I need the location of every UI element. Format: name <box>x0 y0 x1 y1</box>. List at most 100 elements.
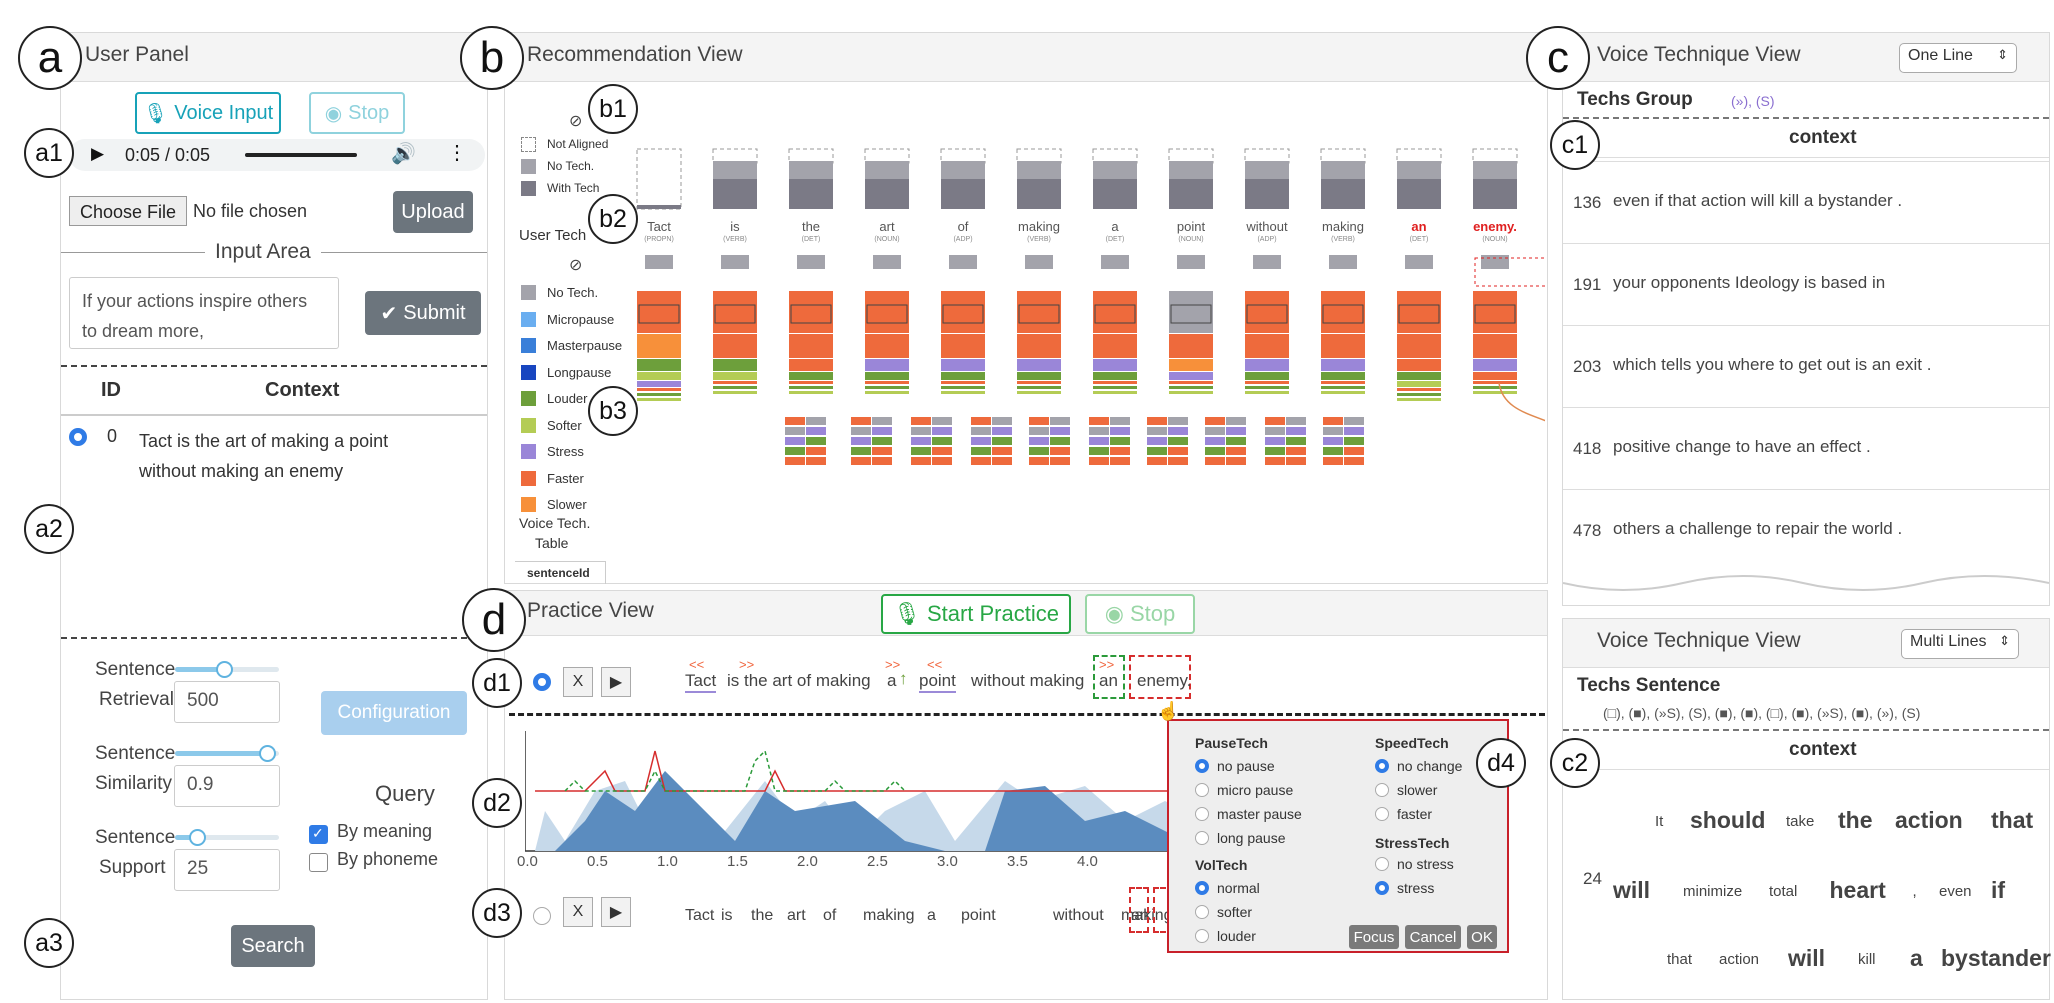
multi-context-word[interactable]: that <box>1991 807 2034 833</box>
legend-swatch[interactable] <box>521 470 536 486</box>
legend-swatch[interactable] <box>521 444 536 459</box>
more-options-icon[interactable]: ⋮ <box>447 142 467 164</box>
word-column[interactable]: an (DET) <box>1396 148 1442 401</box>
multi-context-word[interactable]: It <box>1655 813 1664 830</box>
multi-context-word[interactable]: that <box>1667 951 1693 968</box>
practice-word[interactable]: making <box>863 907 915 924</box>
context-row-text[interactable]: which tells you where to get out is an e… <box>1613 355 1932 374</box>
delete-button-3[interactable]: X <box>563 897 593 927</box>
multi-context-word[interactable]: take <box>1786 813 1815 830</box>
play-icon[interactable]: ▶ <box>91 144 105 163</box>
sentence-input[interactable]: If your actions inspire others to dream … <box>69 277 339 349</box>
practice-word-a[interactable]: a <box>887 671 897 690</box>
row-radio[interactable] <box>69 428 87 446</box>
play-button-1[interactable]: ▶ <box>601 667 631 697</box>
context-row-text[interactable]: even if that action will kill a bystande… <box>1613 191 1903 210</box>
context-row-text[interactable]: positive change to have an effect . <box>1613 437 1871 456</box>
configuration-button[interactable]: Configuration <box>321 691 467 735</box>
multi-context-word[interactable]: if <box>1991 877 2006 903</box>
practice-word-enemy[interactable]: enemy. <box>1137 671 1192 690</box>
legend-swatch[interactable] <box>521 285 536 300</box>
legend-swatch[interactable] <box>521 338 536 353</box>
dialog-radio[interactable] <box>1195 783 1209 797</box>
practice-word-point[interactable]: point <box>919 671 956 693</box>
practice-word[interactable]: art <box>787 907 806 924</box>
dialog-radio[interactable] <box>1375 857 1389 871</box>
retrieval-input[interactable]: 500 <box>174 681 280 723</box>
upload-button[interactable]: Upload <box>393 191 473 233</box>
practice-word[interactable]: without <box>1053 907 1104 924</box>
dialog-radio[interactable] <box>1375 783 1389 797</box>
legend-swatch[interactable] <box>521 391 536 406</box>
by-phoneme-checkbox[interactable] <box>309 853 328 872</box>
play-button-3[interactable]: ▶ <box>601 897 631 927</box>
search-button[interactable]: Search <box>231 925 315 967</box>
support-slider-thumb[interactable] <box>189 829 206 846</box>
dialog-radio[interactable] <box>1195 831 1209 845</box>
mode-select-one[interactable]: One Line ⇕ <box>1899 43 2017 73</box>
context-row-text[interactable]: your opponents Ideology is based in <box>1613 273 1886 292</box>
practice-word[interactable]: of <box>823 907 837 924</box>
stop-record-button[interactable]: ◉ Stop <box>309 92 405 134</box>
dialog-radio[interactable] <box>1195 807 1209 821</box>
practice-words-mid[interactable]: is the art of making <box>727 671 871 690</box>
multi-context-word[interactable]: action <box>1895 807 1963 833</box>
word-column[interactable]: is (VERB) <box>712 148 758 394</box>
sub-column[interactable] <box>971 417 1012 465</box>
practice-row-radio-3[interactable] <box>533 907 551 925</box>
similarity-slider-thumb[interactable] <box>259 745 276 762</box>
sub-column[interactable] <box>1147 417 1188 465</box>
multi-context-word[interactable]: kill <box>1858 951 1876 968</box>
multi-context-word[interactable]: action <box>1719 951 1760 968</box>
sub-column[interactable] <box>1089 417 1130 465</box>
by-meaning-checkbox[interactable]: ✓ <box>309 825 328 844</box>
ok-button[interactable]: OK <box>1467 925 1497 949</box>
word-column[interactable]: making (VERB) <box>1320 148 1366 394</box>
practice-word[interactable]: is <box>721 907 733 924</box>
practice-words-without[interactable]: without making <box>971 671 1085 690</box>
word-column[interactable]: the (DET) <box>788 148 834 394</box>
sub-column[interactable] <box>1029 417 1070 465</box>
retrieval-slider-thumb[interactable] <box>216 661 233 678</box>
eye-off-icon-2[interactable]: ⊘ <box>569 257 583 274</box>
mode-select-multi[interactable]: Multi Lines ⇕ <box>1901 629 2019 659</box>
sub-column[interactable] <box>851 417 892 465</box>
choose-file-button[interactable]: Choose File <box>69 196 187 226</box>
legend-swatch[interactable] <box>521 417 536 433</box>
multi-context-word[interactable]: heart <box>1829 877 1886 903</box>
multi-context-word[interactable]: a <box>1910 945 1923 971</box>
cancel-button[interactable]: Cancel <box>1405 925 1461 949</box>
practice-word[interactable]: making <box>1121 907 1173 924</box>
word-column[interactable]: art (NOUN) <box>864 148 910 394</box>
multi-context-word[interactable]: should <box>1690 807 1766 833</box>
practice-row-radio-1[interactable] <box>533 673 551 691</box>
multi-context-word[interactable]: , <box>1912 883 1917 900</box>
start-practice-button[interactable]: 🎙 Start Practice <box>881 594 1071 634</box>
legend-swatch[interactable] <box>521 497 536 512</box>
legend-swatch[interactable] <box>521 311 536 327</box>
sub-column[interactable] <box>1265 417 1306 465</box>
word-column[interactable]: Tact (PROPN) <box>636 148 682 401</box>
sub-column[interactable] <box>785 417 826 465</box>
audio-progress[interactable] <box>245 153 357 157</box>
word-column[interactable]: enemy. (NOUN) <box>1472 148 1518 394</box>
submit-button[interactable]: ✔ Submit <box>365 291 481 335</box>
volume-icon[interactable]: 🔊 <box>391 143 416 165</box>
dialog-radio[interactable] <box>1195 929 1209 943</box>
eye-off-icon[interactable]: ⊘ <box>569 113 583 130</box>
dialog-radio[interactable] <box>1375 881 1389 895</box>
practice-word[interactable]: Tact <box>685 907 715 924</box>
dialog-radio[interactable] <box>1375 759 1389 773</box>
dialog-radio[interactable] <box>1195 759 1209 773</box>
multi-context-word[interactable]: minimize <box>1683 883 1743 900</box>
multi-context-word[interactable]: even <box>1939 883 1972 900</box>
word-column[interactable]: without (ADP) <box>1244 148 1290 394</box>
dialog-radio[interactable] <box>1195 881 1209 895</box>
practice-word[interactable]: the <box>751 907 774 924</box>
multi-context-word[interactable]: will <box>1613 877 1651 903</box>
legend-swatch[interactable] <box>521 364 536 380</box>
practice-word[interactable]: an <box>1131 907 1149 924</box>
dialog-radio[interactable] <box>1195 905 1209 919</box>
multi-context-word[interactable]: the <box>1838 807 1873 833</box>
practice-word[interactable]: point <box>961 907 996 924</box>
